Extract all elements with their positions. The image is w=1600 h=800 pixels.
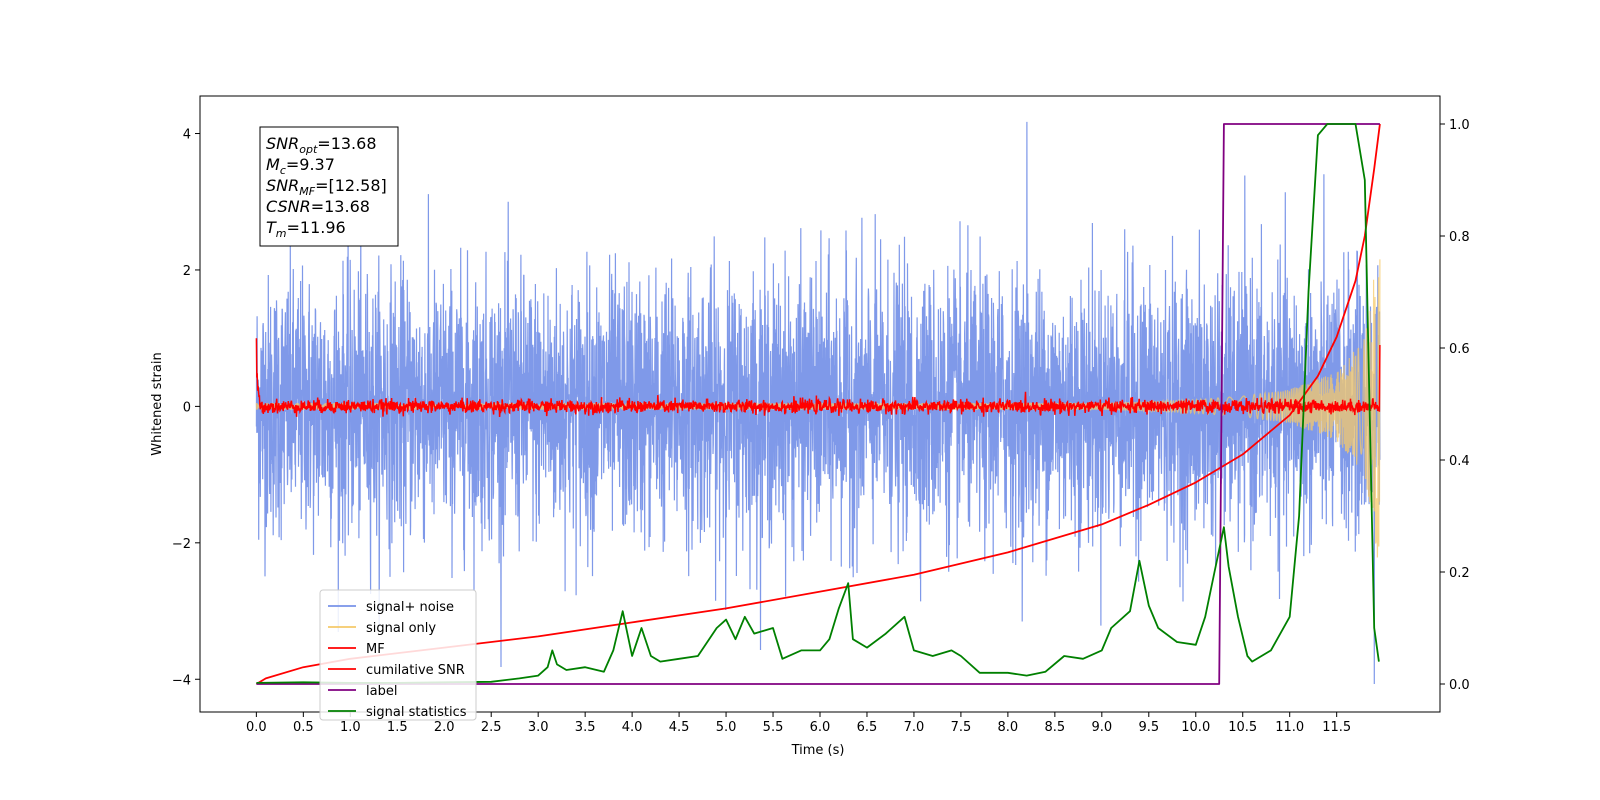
x-tick-label: 10.0	[1181, 720, 1210, 735]
x-tick-label: 9.5	[1138, 720, 1159, 735]
legend-label: MF	[366, 642, 385, 657]
y2-tick-label: 0.2	[1449, 566, 1470, 581]
annotation-value: =13.68	[311, 197, 370, 216]
annotation-line: Tm=11.96	[266, 218, 346, 240]
y2-tick-label: 0.8	[1449, 230, 1470, 245]
x-tick-label: 7.0	[904, 720, 925, 735]
annotation-value: =11.96	[287, 218, 346, 237]
y-tick-label: −4	[172, 673, 191, 688]
x-tick-label: 3.0	[528, 720, 549, 735]
annotation-value: =9.37	[286, 155, 335, 174]
series-label	[256, 123, 1380, 685]
annotation-value: =13.68	[317, 134, 376, 153]
annotation-subscript: c	[280, 164, 286, 177]
y-axis-left: 4 2 0 −2 −4	[172, 128, 200, 688]
x-tick-label: 9.0	[1091, 720, 1112, 735]
x-tick-label: 2.0	[434, 720, 455, 735]
x-tick-label: 6.0	[810, 720, 831, 735]
y-tick-label: −2	[172, 537, 191, 552]
x-axis-label: Time (s)	[791, 743, 845, 758]
x-tick-label: 8.0	[998, 720, 1019, 735]
annotation-symbol: CSNR	[266, 197, 311, 216]
x-tick-label: 5.5	[763, 720, 784, 735]
series-mf	[255, 338, 1381, 418]
annotation-line: SNRopt=13.68	[266, 134, 377, 156]
x-tick-label: 6.5	[857, 720, 878, 735]
annotation-subscript: opt	[299, 143, 318, 156]
y-axis-right: 1.0 0.8 0.6 0.4 0.2 0.0	[1440, 118, 1470, 693]
x-tick-label: 1.0	[340, 720, 361, 735]
x-tick-label: 11.5	[1322, 720, 1351, 735]
legend-label: signal+ noise	[366, 600, 454, 615]
annotation-line: Mc=9.37	[266, 155, 335, 177]
x-axis: 0.0 0.5 1.0 1.5 2.0 2.5 3.0 3.5 4.0 4.5 5.0 5.5 6.0 6…	[246, 712, 1351, 735]
x-tick-label: 0.0	[246, 720, 267, 735]
x-tick-label: 0.5	[293, 720, 314, 735]
y-tick-label: 4	[183, 128, 191, 143]
series-signal-noise	[255, 121, 1381, 685]
y2-tick-label: 1.0	[1449, 118, 1470, 133]
legend: signal+ noise signal only MF cumilative SNR…	[319, 589, 477, 721]
x-tick-label: 8.5	[1045, 720, 1066, 735]
annotation-symbol: T	[266, 218, 277, 237]
legend-label: label	[366, 684, 397, 699]
x-tick-label: 11.0	[1275, 720, 1304, 735]
y2-tick-label: 0.4	[1449, 454, 1470, 469]
legend-label: signal statistics	[366, 705, 467, 720]
annotation-box	[259, 126, 399, 247]
x-tick-label: 7.5	[951, 720, 972, 735]
y-tick-label: 2	[183, 264, 191, 279]
x-tick-label: 4.0	[622, 720, 643, 735]
x-tick-label: 1.5	[387, 720, 408, 735]
annotation-subscript: m	[276, 227, 287, 240]
annotation-symbol: SNR	[266, 134, 299, 153]
annotation-symbol: M	[266, 155, 280, 174]
y-tick-label: 0	[183, 400, 191, 415]
annotation-subscript: MF	[299, 185, 315, 198]
y2-tick-label: 0.0	[1449, 678, 1470, 693]
y-axis-label: Whitened strain	[150, 352, 165, 455]
stats-annotation: SNRopt=13.68Mc=9.37SNRMF=[12.58]CSNR=13.…	[259, 126, 399, 247]
y2-tick-label: 0.6	[1449, 342, 1470, 357]
annotation-line: CSNR=13.68	[266, 197, 370, 216]
annotation-line: SNRMF=[12.58]	[266, 176, 387, 198]
legend-frame	[319, 589, 477, 721]
annotation-symbol: SNR	[266, 176, 299, 195]
x-tick-label: 10.5	[1228, 720, 1257, 735]
x-tick-label: 4.5	[669, 720, 690, 735]
x-tick-label: 5.0	[716, 720, 737, 735]
x-tick-label: 2.5	[481, 720, 502, 735]
series-signal-statistics	[256, 123, 1380, 684]
annotation-value: =[12.58]	[315, 176, 387, 195]
legend-label: cumilative SNR	[366, 663, 465, 678]
legend-label: signal only	[366, 621, 436, 636]
x-tick-label: 3.5	[575, 720, 596, 735]
